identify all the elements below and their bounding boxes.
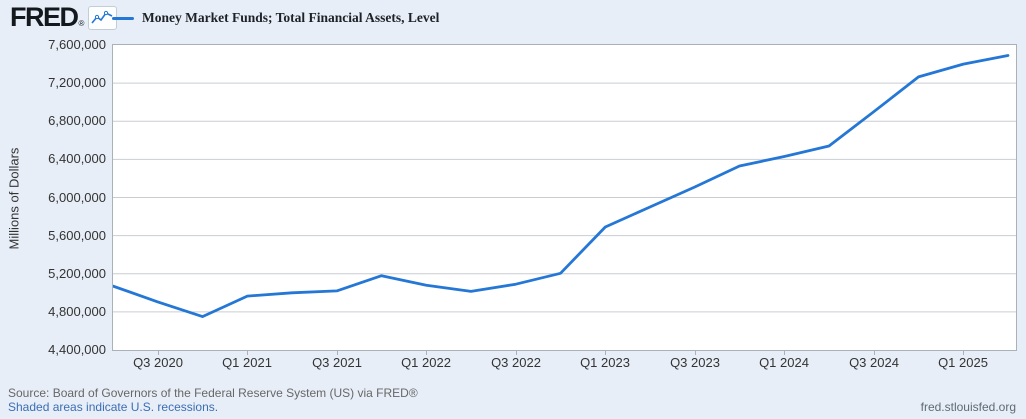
x-axis-tick-label: Q1 2024 bbox=[759, 355, 809, 370]
x-axis-tick-label: Q3 2022 bbox=[491, 355, 541, 370]
data-line-money-market-funds bbox=[113, 54, 1010, 319]
x-axis-tick-label: Q3 2020 bbox=[133, 355, 183, 370]
x-axis-tick-mark bbox=[695, 350, 696, 355]
y-axis-tick-label: 6,800,000 bbox=[48, 113, 106, 128]
x-axis-tick-mark bbox=[874, 350, 875, 355]
chart-legend: Money Market Funds; Total Financial Asse… bbox=[112, 10, 439, 26]
x-axis-tick-mark bbox=[605, 350, 606, 355]
legend-line-swatch bbox=[112, 16, 134, 20]
x-axis-tick-label: Q3 2021 bbox=[312, 355, 362, 370]
x-axis-tick-mark bbox=[337, 350, 338, 355]
x-axis-tick-label: Q3 2024 bbox=[849, 355, 899, 370]
plot-area[interactable] bbox=[112, 44, 1017, 351]
x-axis-tick-label: Q3 2023 bbox=[670, 355, 720, 370]
fred-logo-text: FRED bbox=[10, 2, 79, 32]
x-axis-tick-label: Q1 2022 bbox=[401, 355, 451, 370]
y-axis-tick-label: 5,200,000 bbox=[48, 266, 106, 281]
fred-logo[interactable]: FRED ® bbox=[10, 2, 118, 32]
x-axis-tick-mark bbox=[784, 350, 785, 355]
y-axis-tick-label: 4,400,000 bbox=[48, 342, 106, 357]
fred-site-link[interactable]: fred.stlouisfed.org bbox=[920, 400, 1016, 414]
y-axis-tick-label: 5,600,000 bbox=[48, 228, 106, 243]
x-axis-tick-mark bbox=[516, 350, 517, 355]
legend-series-label: Money Market Funds; Total Financial Asse… bbox=[142, 10, 440, 25]
x-axis-tick-label: Q1 2025 bbox=[938, 355, 988, 370]
x-axis-tick-mark bbox=[963, 350, 964, 355]
x-axis-tick-mark bbox=[247, 350, 248, 355]
y-axis-labels: 7,600,000 7,200,000 6,800,000 6,400,000 6,00… bbox=[0, 0, 106, 419]
x-axis-tick-mark bbox=[426, 350, 427, 355]
footer-source-text: Source: Board of Governors of the Federa… bbox=[8, 386, 418, 400]
registered-trademark-icon: ® bbox=[78, 19, 85, 28]
y-axis-tick-label: 6,400,000 bbox=[48, 151, 106, 166]
x-axis-tick-label: Q1 2021 bbox=[222, 355, 272, 370]
y-axis-tick-label: 4,800,000 bbox=[48, 304, 106, 319]
recession-note-link[interactable]: Shaded areas indicate U.S. recessions. bbox=[8, 400, 219, 414]
y-axis-tick-label: 7,200,000 bbox=[48, 75, 106, 90]
x-axis-tick-label: Q1 2023 bbox=[580, 355, 630, 370]
y-axis-tick-label: 7,600,000 bbox=[48, 37, 106, 52]
chart-header: FRED ® Money Market Funds; Total Financi… bbox=[0, 0, 1026, 40]
x-axis-tick-mark bbox=[158, 350, 159, 355]
y-axis-tick-label: 6,000,000 bbox=[48, 190, 106, 205]
line-chart-icon bbox=[88, 5, 118, 30]
